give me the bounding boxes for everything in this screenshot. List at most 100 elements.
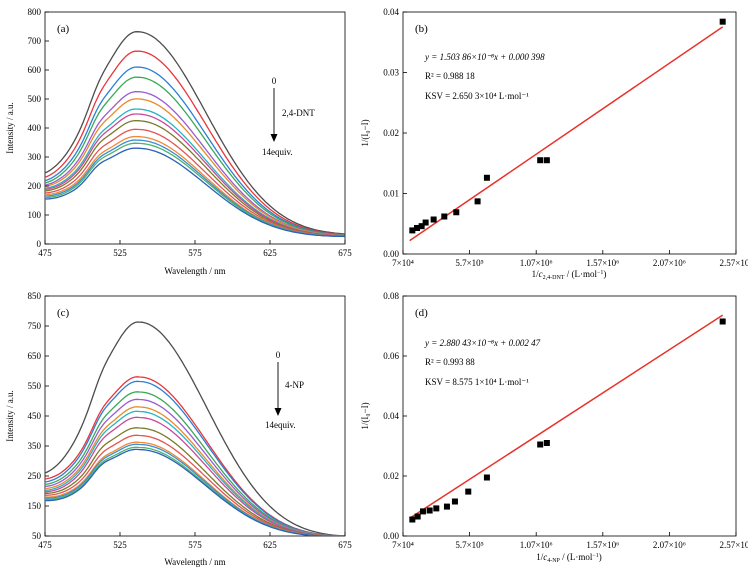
y-tick-label: 50	[32, 531, 42, 541]
panel-b-frame	[402, 11, 737, 255]
x-tick-label: 1.57×10⁶	[586, 258, 619, 268]
x-tick-label: 525	[113, 248, 127, 258]
data-point	[453, 209, 460, 216]
y-tick-label: 550	[28, 381, 42, 391]
data-point	[441, 213, 448, 220]
x-tick-label: 5.7×10⁵	[455, 258, 483, 268]
data-point	[537, 157, 544, 164]
data-point	[543, 157, 550, 164]
spectrum-series-line	[45, 398, 345, 536]
x-tick-label: 2.07×10⁶	[653, 258, 686, 268]
data-point	[418, 223, 425, 230]
data-point	[719, 18, 726, 25]
panel-b-ksv: KSV = 2.650 3×10⁴ L·mol⁻¹	[425, 91, 529, 101]
panel-a-frame	[44, 11, 346, 245]
y-tick-label: 600	[28, 65, 42, 75]
x-tick-label: 2.57×10⁶	[720, 540, 748, 550]
y-tick-label: 400	[28, 123, 42, 133]
data-point	[537, 441, 544, 448]
data-point	[409, 227, 416, 234]
panel-d-ksv: KSV = 8.575 1×10⁴ L·mol⁻¹	[425, 377, 529, 387]
spectrum-series-line	[45, 66, 345, 236]
y-tick-label: 0.06	[383, 351, 399, 361]
y-tick-label: 0.03	[383, 68, 399, 78]
spectrum-series-line	[45, 98, 345, 236]
panel-c-label: (c)	[57, 307, 70, 319]
panel-a-annotation-start: 0	[272, 76, 277, 86]
x-tick-label: 1.07×10⁶	[520, 540, 553, 550]
data-point	[465, 488, 472, 495]
spectrum-series-line	[45, 147, 345, 238]
x-tick-label: 2.07×10⁶	[653, 540, 686, 550]
spectrum-series-line	[45, 119, 345, 237]
data-point	[426, 507, 433, 514]
panel-a-curves	[45, 31, 345, 238]
panel-b-xlabel: 1/c2,4-DNT / (L·mol−1)	[532, 269, 607, 281]
data-point	[409, 516, 416, 523]
panel-c-curves	[45, 321, 345, 536]
data-point	[483, 174, 490, 181]
panel-d-r-squared: R² = 0.993 88	[425, 357, 475, 367]
panel-d-ylabel: 1/(I₀−I)	[360, 402, 370, 429]
linear-fit-line	[409, 26, 724, 242]
x-tick-label: 1.57×10⁶	[586, 540, 619, 550]
spectrum-series-line	[45, 31, 345, 235]
y-tick-label: 0.01	[383, 189, 399, 199]
y-tick-label: 0.00	[383, 249, 399, 259]
data-point	[413, 224, 420, 231]
panel-a-ylabel: Intensity / a.u.	[5, 102, 15, 154]
panel-c-x-ticks: 475 525 575 625 675	[38, 532, 352, 550]
panel-c-frame	[44, 295, 346, 537]
x-tick-label: 7×10⁴	[392, 540, 414, 550]
panel-a-xlabel: Wavelength / nm	[164, 266, 225, 276]
y-tick-label: 0.02	[383, 471, 399, 481]
x-tick-label: 575	[188, 248, 202, 258]
y-tick-label: 100	[28, 210, 42, 220]
data-point	[474, 198, 481, 205]
x-tick-label: 675	[338, 540, 352, 550]
x-tick-label: 475	[38, 248, 52, 258]
y-tick-label: 700	[28, 36, 42, 46]
y-tick-label: 850	[28, 291, 42, 301]
panel-b-y-ticks: 0.00 0.01 0.02 0.03 0.04	[383, 7, 407, 259]
panel-d-y-ticks: 0.00 0.02 0.04 0.06 0.08	[383, 291, 407, 541]
panel-a-label: (a)	[57, 23, 70, 35]
y-tick-label: 150	[28, 501, 42, 511]
panel-a-emission-spectra: 475 525 575 625 675 0 100 200 300 400 500 600 700 80…	[5, 7, 352, 276]
panel-a-annotation-end: 14equiv.	[262, 147, 293, 157]
data-point	[414, 513, 421, 520]
panel-b-stern-volmer: 7×10⁴ 5.7×10⁵ 1.07×10⁶ 1.57×10⁶ 2.07×10⁶ 2.57…	[360, 7, 748, 281]
panel-c-y-ticks: 50 150 250 350 450 550 650 750 850	[28, 291, 49, 541]
x-tick-label: 625	[263, 540, 277, 550]
x-tick-label: 1.07×10⁶	[520, 258, 553, 268]
y-tick-label: 500	[28, 94, 42, 104]
data-point	[419, 508, 426, 515]
y-tick-label: 0.02	[383, 128, 399, 138]
panel-c-annotation-end: 14equiv.	[265, 420, 296, 430]
panel-c-xlabel: Wavelength / nm	[164, 557, 225, 567]
y-tick-label: 200	[28, 181, 42, 191]
data-point	[483, 474, 490, 481]
data-point	[433, 505, 440, 512]
y-tick-label: 0.04	[383, 7, 399, 17]
y-tick-label: 0.04	[383, 411, 399, 421]
panel-d-equation: y = 2.880 43×10⁻⁸x + 0.002 47	[424, 338, 541, 348]
y-tick-label: 800	[28, 7, 42, 17]
panel-b-r-squared: R² = 0.988 18	[425, 71, 475, 81]
panel-c-emission-spectra: 475 525 575 625 675 50 150 250 350 450 550 650 750 8…	[5, 291, 352, 567]
x-tick-label: 625	[263, 248, 277, 258]
panel-b-x-ticks: 7×10⁴ 5.7×10⁵ 1.07×10⁶ 1.57×10⁶ 2.07×10⁶ 2.57…	[392, 250, 748, 268]
x-tick-label: 2.57×10⁶	[720, 258, 748, 268]
y-tick-label: 450	[28, 411, 42, 421]
x-tick-label: 7×10⁴	[392, 258, 414, 268]
y-tick-label: 0.08	[383, 291, 399, 301]
x-tick-label: 575	[188, 540, 202, 550]
panel-a-x-ticks: 475 525 575 625 675	[38, 240, 352, 258]
panel-b-label: (b)	[415, 23, 428, 35]
x-tick-label: 5.7×10⁵	[455, 540, 483, 550]
spectrum-series-line	[45, 50, 345, 236]
spectrum-series-line	[45, 321, 345, 536]
panel-d-stern-volmer: 7×10⁴ 5.7×10⁵ 1.07×10⁶ 1.57×10⁶ 2.07×10⁶ 2.57…	[360, 291, 748, 564]
spectrum-series-line	[45, 448, 345, 536]
panel-d-xlabel: 1/c4-NP / (L·mol−1)	[536, 552, 602, 564]
